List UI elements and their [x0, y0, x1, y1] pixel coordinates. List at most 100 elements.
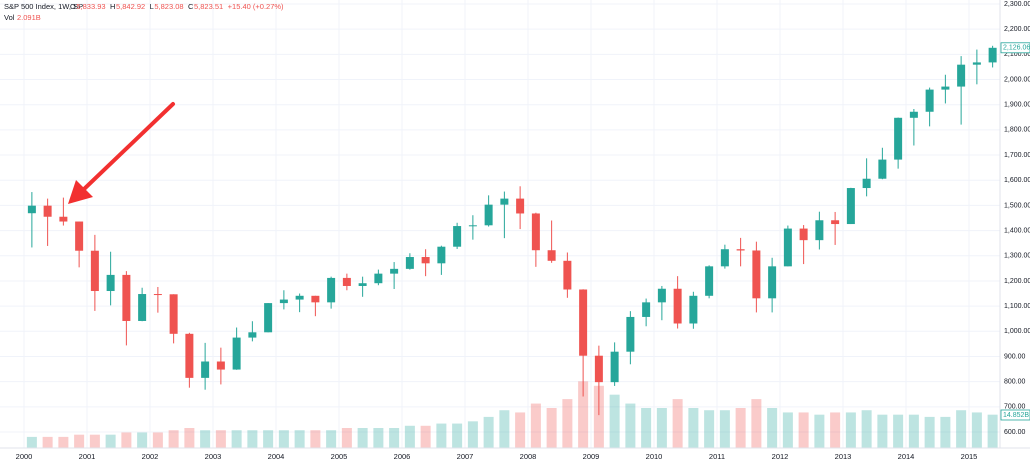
- candle-body: [594, 355, 603, 383]
- arrow-head: [68, 180, 93, 204]
- y-tick-label: 2,200.00: [1004, 26, 1030, 33]
- candle-body: [531, 213, 540, 251]
- volume-bar: [767, 408, 778, 448]
- volume-bar: [105, 434, 116, 448]
- candle-body: [43, 205, 52, 217]
- candle-body: [358, 283, 367, 286]
- y-tick-label: 1,800.00: [1004, 127, 1030, 134]
- candle-body: [988, 47, 997, 63]
- candle-body: [815, 220, 824, 241]
- volume-bar: [877, 414, 888, 448]
- y-tick-label: 1,900.00: [1004, 102, 1030, 109]
- volume-bar: [326, 430, 337, 448]
- ohlc-values: O 5,833.93 H 5,842.92 L 5,823.08 C 5,823.51 +15.…: [70, 2, 284, 11]
- arrow-shaft: [80, 102, 175, 193]
- candle-body: [878, 159, 887, 179]
- candle-body: [894, 117, 903, 160]
- candle-body: [941, 86, 950, 90]
- volume-bar: [593, 385, 604, 448]
- y-tick-label: 700.00: [1004, 404, 1026, 411]
- y-tick-label: 2,000.00: [1004, 76, 1030, 83]
- volume-bar: [704, 410, 715, 448]
- volume-bar: [58, 436, 69, 448]
- candle-body: [972, 62, 981, 65]
- candle-body: [185, 333, 194, 378]
- candle-body: [799, 228, 808, 241]
- volume-bar: [467, 421, 478, 448]
- volume-bar: [861, 410, 872, 448]
- ohlc-key: H: [110, 2, 115, 11]
- volume-bar: [420, 425, 431, 448]
- y-tick-label: 1,000.00: [1004, 328, 1030, 335]
- candle-body: [295, 295, 304, 300]
- volume-bar: [751, 399, 762, 448]
- volume-bar: [373, 428, 384, 448]
- ohlc-key: O: [70, 2, 76, 11]
- candle-body: [500, 198, 509, 205]
- ohlc-value: 5,842.92: [116, 2, 145, 11]
- x-tick-label: 2006: [394, 452, 411, 461]
- volume-bar: [42, 436, 53, 448]
- header: S&P 500 Index, 1W, SP O 5,833.93 H 5,842.92…: [4, 2, 284, 22]
- candle-body: [437, 246, 446, 264]
- candle-body: [264, 303, 273, 333]
- volume-bar: [672, 399, 683, 448]
- volume-bar: [782, 412, 793, 448]
- volume-bar: [956, 410, 967, 448]
- candle-body: [610, 351, 619, 383]
- volume-bar: [310, 430, 321, 448]
- x-tick-label: 2011: [709, 452, 725, 461]
- ohlc-value: 5,833.93: [76, 2, 105, 11]
- volume-bar: [436, 423, 447, 448]
- candle-body: [484, 204, 493, 226]
- candle-body: [390, 268, 399, 274]
- volume-title: Vol: [4, 13, 15, 22]
- y-tick-label: 1,100.00: [1004, 303, 1030, 310]
- volume-bar: [830, 412, 841, 448]
- volume-bar: [609, 394, 620, 448]
- last-volume-box: [1000, 409, 1030, 421]
- candle-body: [169, 294, 178, 334]
- volume-bar: [940, 416, 951, 448]
- x-tick-label: 2013: [835, 452, 852, 461]
- candle-body: [106, 274, 115, 292]
- x-tick-label: 2008: [520, 452, 537, 461]
- volume-bar: [137, 432, 148, 448]
- volume-bar: [924, 416, 935, 448]
- candles: [27, 45, 997, 416]
- candle-body: [768, 266, 777, 299]
- candle-body: [563, 260, 572, 290]
- volume-bar: [389, 428, 400, 448]
- y-tick-label: 600.00: [1004, 429, 1026, 436]
- volume-bar: [798, 412, 809, 448]
- candle-body: [248, 332, 257, 338]
- grid: [0, 0, 1000, 448]
- volume-bar: [814, 414, 825, 448]
- y-tick-label: 1,600.00: [1004, 177, 1030, 184]
- volume-bar: [26, 436, 37, 448]
- volume-bar: [168, 430, 179, 448]
- candle-body: [374, 273, 383, 284]
- last-price-label: 2,126.06: [1003, 45, 1030, 52]
- candle-body: [311, 295, 320, 303]
- volume-bar: [735, 408, 746, 448]
- candle-body: [720, 249, 729, 267]
- volume-bar: [546, 408, 557, 448]
- x-tick-label: 2002: [142, 452, 159, 461]
- ohlc-key: L: [150, 2, 154, 11]
- candle-body: [232, 337, 241, 370]
- last-volume-label: 14.852B: [1003, 412, 1029, 419]
- candle-body: [75, 221, 84, 251]
- y-tick-label: 1,500.00: [1004, 202, 1030, 209]
- candle-body: [405, 257, 414, 269]
- volume-bar: [200, 430, 211, 448]
- y-tick-label: 1,700.00: [1004, 152, 1030, 159]
- volume-pane: [26, 381, 998, 448]
- candle-body: [831, 220, 840, 225]
- volume-bar: [641, 408, 652, 448]
- candle-body: [279, 299, 288, 304]
- volume-bar: [530, 403, 541, 448]
- candle-body: [153, 294, 162, 296]
- annotation-arrow: [68, 102, 175, 204]
- volume-bar: [231, 430, 242, 448]
